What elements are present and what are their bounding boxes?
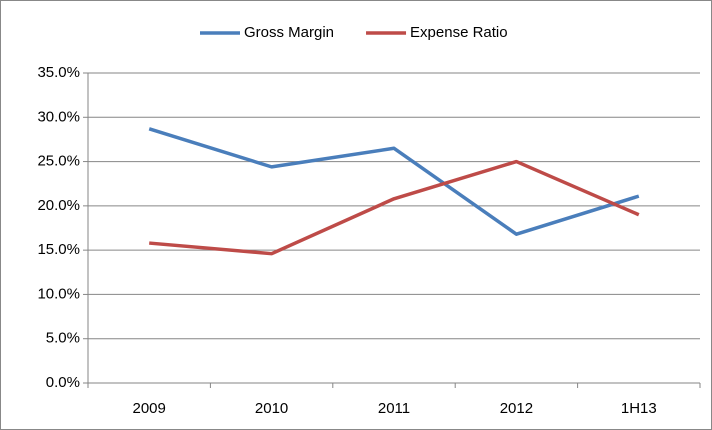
y-tick-label: 25.0% (37, 153, 80, 170)
series-line (149, 159, 640, 256)
series-line (148, 127, 640, 236)
legend-label: Gross Margin (244, 24, 334, 41)
x-tick-label: 2012 (500, 400, 533, 417)
y-tick-label: 0.0% (46, 374, 80, 391)
x-tick-label: 2009 (133, 400, 166, 417)
y-tick-label: 30.0% (37, 108, 80, 125)
y-tick-label: 35.0% (37, 64, 80, 81)
y-tick-label: 20.0% (37, 197, 80, 214)
legend-label: Expense Ratio (410, 24, 508, 41)
x-tick-label: 2011 (378, 400, 410, 417)
x-tick-label: 1H13 (621, 400, 657, 417)
y-tick-label: 5.0% (46, 330, 80, 347)
y-tick-label: 15.0% (37, 241, 80, 258)
y-tick-label: 10.0% (37, 285, 80, 302)
x-tick-label: 2010 (255, 400, 288, 417)
